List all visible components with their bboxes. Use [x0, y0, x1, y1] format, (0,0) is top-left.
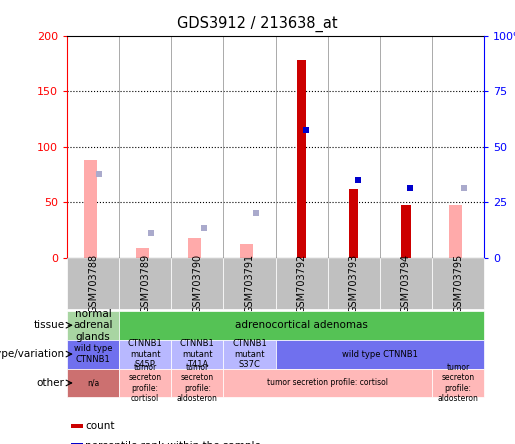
Bar: [449, 206, 462, 258]
Text: other: other: [37, 378, 64, 388]
Bar: [241, 244, 253, 258]
Bar: [119, 311, 484, 340]
Bar: [224, 258, 276, 309]
Text: GDS3912 / 213638_at: GDS3912 / 213638_at: [177, 16, 338, 32]
Bar: [432, 258, 484, 309]
Bar: [119, 369, 171, 397]
Text: CTNNB1
mutant
S37C: CTNNB1 mutant S37C: [232, 339, 267, 369]
Bar: [67, 258, 119, 309]
Text: adrenocortical adenomas: adrenocortical adenomas: [235, 320, 368, 330]
Bar: [119, 340, 171, 369]
Text: GSM703789: GSM703789: [140, 254, 150, 313]
Bar: [349, 189, 358, 258]
Text: normal
adrenal
glands: normal adrenal glands: [73, 309, 113, 342]
Bar: [71, 424, 82, 428]
Text: wild type CTNNB1: wild type CTNNB1: [342, 349, 418, 359]
Text: GSM703791: GSM703791: [245, 254, 254, 313]
Bar: [71, 443, 82, 444]
Text: tumor
secreton
profile:
aldosteron: tumor secreton profile: aldosteron: [438, 363, 478, 403]
Text: tumor secretion profile: cortisol: tumor secretion profile: cortisol: [267, 378, 388, 388]
Text: n/a: n/a: [87, 378, 99, 388]
Text: GSM703788: GSM703788: [88, 254, 98, 313]
Bar: [224, 369, 432, 397]
Text: count: count: [85, 421, 114, 431]
Bar: [171, 340, 224, 369]
Bar: [432, 369, 484, 397]
Bar: [84, 160, 97, 258]
Text: CTNNB1
mutant
T41A: CTNNB1 mutant T41A: [180, 339, 215, 369]
Text: CTNNB1
mutant
S45P: CTNNB1 mutant S45P: [128, 339, 163, 369]
Text: tumor
secreton
profile:
cortisol: tumor secreton profile: cortisol: [129, 363, 162, 403]
Text: GSM703790: GSM703790: [192, 254, 202, 313]
Bar: [171, 369, 224, 397]
Bar: [224, 340, 276, 369]
Text: GSM703792: GSM703792: [297, 254, 306, 313]
Text: percentile rank within the sample: percentile rank within the sample: [85, 441, 261, 444]
Bar: [328, 258, 380, 309]
Bar: [119, 258, 171, 309]
Text: tissue: tissue: [33, 320, 64, 330]
Text: wild type
CTNNB1: wild type CTNNB1: [74, 345, 112, 364]
Bar: [67, 369, 119, 397]
Bar: [380, 258, 432, 309]
Bar: [401, 206, 410, 258]
Text: GSM703795: GSM703795: [453, 254, 463, 313]
Bar: [171, 258, 224, 309]
Text: GSM703793: GSM703793: [349, 254, 359, 313]
Text: genotype/variation: genotype/variation: [0, 349, 64, 359]
Bar: [136, 248, 149, 258]
Bar: [297, 60, 306, 258]
Text: GSM703794: GSM703794: [401, 254, 411, 313]
Bar: [67, 340, 119, 369]
Bar: [276, 258, 328, 309]
Bar: [67, 311, 119, 340]
Bar: [276, 340, 484, 369]
Text: tumor
secreton
profile:
aldosteron: tumor secreton profile: aldosteron: [177, 363, 218, 403]
Bar: [188, 238, 201, 258]
